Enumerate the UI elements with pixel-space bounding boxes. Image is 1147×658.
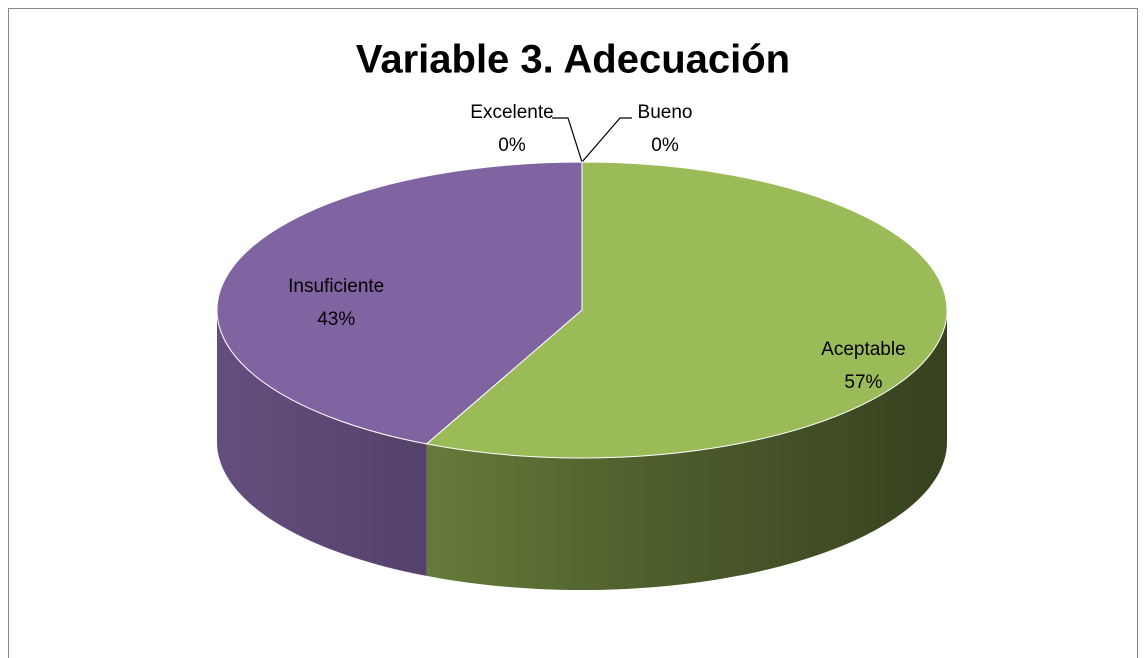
data-label-name: Bueno xyxy=(638,102,693,123)
data-label-value: 0% xyxy=(651,135,679,156)
leader-line xyxy=(552,117,583,163)
slice xyxy=(216,161,583,445)
slice-side-shade xyxy=(426,310,947,590)
data-label-value: 57% xyxy=(844,372,882,393)
data-label-value: 0% xyxy=(498,135,526,156)
data-label-name: Insuficiente xyxy=(288,276,384,297)
leader-line xyxy=(581,117,632,163)
slice-side-shade xyxy=(217,310,427,576)
chart-title: Variable 3. Adecuación xyxy=(356,38,790,82)
data-label-name: Aceptable xyxy=(821,339,906,360)
data-label-value: 43% xyxy=(317,309,355,330)
slice xyxy=(425,161,948,459)
data-label-name: Excelente xyxy=(470,102,553,123)
